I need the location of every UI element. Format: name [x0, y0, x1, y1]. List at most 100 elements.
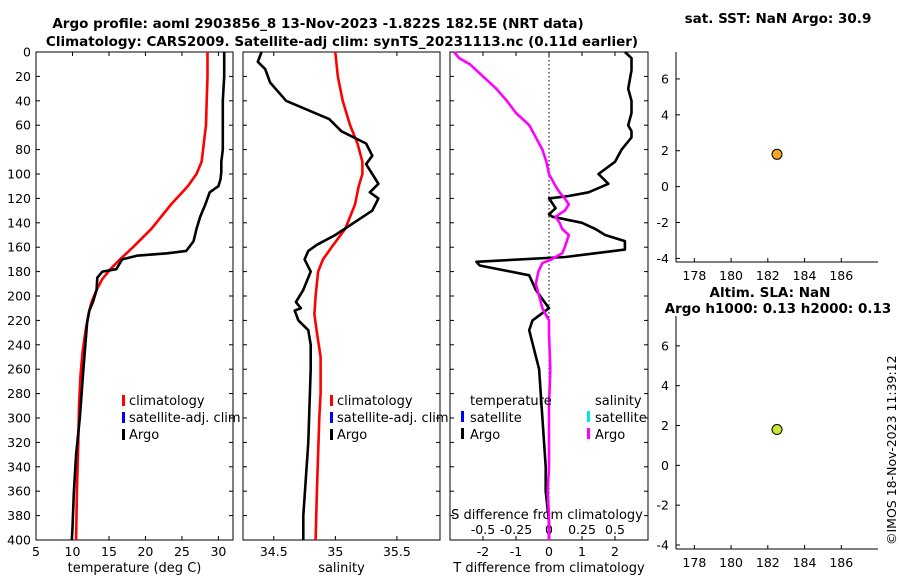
temperature-legend-item: satellite-adj. clim [129, 411, 241, 426]
altim_sla-ytick-label: 2 [661, 418, 669, 433]
sat_sst-point [771, 148, 783, 160]
temperature-legend-swatch [122, 412, 125, 423]
temperature-xtick-label: 15 [101, 544, 117, 559]
difference-xtick2-label: 0.5 [605, 522, 625, 537]
temperature-panel-frame [35, 51, 234, 541]
altim_sla-xtick-label: 180 [719, 555, 743, 570]
salinity-difference-line [453, 51, 571, 540]
legend-temp-argo-swatch [461, 428, 464, 439]
salinity-xtick-label: 35 [327, 544, 343, 559]
difference-xtick2-label: 0.25 [568, 522, 596, 537]
difference-xtick-label: 1 [578, 544, 586, 559]
altim_sla-ytick-label: -2 [657, 498, 669, 513]
sat-sst-title: sat. SST: NaN Argo: 30.9 [685, 11, 872, 27]
altim_sla-xtick-label: 186 [829, 555, 853, 570]
difference-xtick-label: 2 [611, 544, 619, 559]
sat_sst-xtick-label: 184 [793, 268, 817, 283]
legend-temp-argo: Argo [470, 428, 500, 443]
depth-tick-label: 400 [7, 533, 31, 548]
temperature-xtick-label: 25 [174, 544, 190, 559]
sat_sst-xtick-label: 178 [682, 268, 706, 283]
sat_sst-xtick-label: 180 [719, 268, 743, 283]
imos-timestamp: ©IMOS 18-Nov-2023 11:39:12 [884, 355, 899, 545]
difference-xtick-label: -1 [510, 544, 522, 559]
depth-tick-label: 320 [7, 435, 31, 450]
legend-sal-argo: Argo [595, 428, 625, 443]
sat_sst-ytick-label: 6 [661, 71, 669, 86]
depth-tick-label: 200 [7, 289, 31, 304]
legend-temp-satellite: satellite [470, 411, 522, 426]
depth-tick-label: 360 [7, 484, 31, 499]
temperature-legend-swatch [122, 395, 125, 406]
legend-sal-argo-swatch [587, 428, 590, 439]
salinity-legend-swatch [330, 395, 333, 406]
depth-tick-label: 160 [7, 240, 31, 255]
sat_sst-ytick-label: -2 [657, 215, 669, 230]
salinity-legend-swatch [330, 412, 333, 423]
sat_sst-ytick-label: 4 [661, 107, 669, 122]
salinity-argo-line [256, 51, 380, 540]
depth-tick-label: 260 [7, 362, 31, 377]
sat_sst-xtick-label: 186 [829, 268, 853, 283]
legend-temperature-title: temperature [470, 394, 552, 409]
depth-tick-label: 340 [7, 459, 31, 474]
salinity-xtick-label: 35.5 [383, 544, 411, 559]
salinity-climatology-line [313, 51, 364, 541]
legend-temp-satellite-swatch [461, 411, 464, 422]
sat_sst-xtick-label: 182 [756, 268, 780, 283]
legend-salinity-title: salinity [595, 394, 642, 409]
difference-xlabel: T difference from climatology [452, 561, 645, 576]
depth-tick-label: 40 [15, 93, 31, 108]
altim_sla-xtick-label: 182 [756, 555, 780, 570]
depth-tick-label: 80 [15, 142, 31, 157]
figure-title-line1: Argo profile: aoml 2903856_8 13-Nov-2023… [52, 16, 583, 32]
salinity-legend-swatch [330, 429, 333, 440]
altim_sla-ytick-label: 0 [661, 458, 669, 473]
temperature-legend-item: climatology [129, 394, 205, 409]
difference-xtick-label: -2 [477, 544, 489, 559]
difference-xtick-label: 0 [545, 544, 553, 559]
salinity-xlabel: salinity [318, 561, 365, 576]
depth-tick-label: 220 [7, 313, 31, 328]
temperature-xtick-label: 30 [210, 544, 226, 559]
temperature-legend-swatch [122, 429, 125, 440]
temperature-argo-line [70, 52, 226, 541]
sat_sst-ytick-label: 2 [661, 143, 669, 158]
depth-tick-label: 100 [7, 167, 31, 182]
altim_sla-xtick-label: 178 [682, 555, 706, 570]
temperature-legend-item: Argo [129, 428, 159, 443]
temperature-climatology-line [74, 52, 209, 541]
difference-xtick2-label: -0.25 [500, 522, 532, 537]
depth-tick-label: 180 [7, 264, 31, 279]
depth-tick-label: 120 [7, 191, 31, 206]
salinity-legend-item: climatology [337, 394, 413, 409]
depth-tick-label: 280 [7, 386, 31, 401]
legend-sal-satellite-swatch [587, 411, 590, 422]
salinity-xtick-label: 34.5 [260, 544, 288, 559]
altim_sla-xtick-label: 184 [793, 555, 817, 570]
difference-xtick2-label: -0.5 [471, 522, 495, 537]
depth-tick-label: 380 [7, 508, 31, 523]
temperature-xtick-label: 10 [65, 544, 81, 559]
altim_sla-point [771, 424, 783, 436]
sat_sst-ytick-label: 0 [661, 179, 669, 194]
altim_sla-ytick-label: 6 [661, 338, 669, 353]
temperature-xlabel: temperature (deg C) [68, 561, 202, 576]
temperature-difference-line [475, 51, 633, 540]
altim-sla-title: Altim. SLA: NaN [710, 285, 831, 301]
altim_sla-ytick-label: 4 [661, 378, 669, 393]
temperature-xtick-label: 5 [32, 544, 40, 559]
depth-tick-label: 60 [15, 118, 31, 133]
sat_sst-ytick-label: -4 [657, 251, 670, 266]
depth-tick-label: 300 [7, 411, 31, 426]
legend-sal-satellite: satellite [595, 411, 647, 426]
salinity-legend-item: satellite-adj. clim [337, 411, 449, 426]
figure-title-line2: Climatology: CARS2009. Satellite-adj cli… [46, 34, 638, 50]
depth-tick-label: 20 [15, 69, 31, 84]
salinity-legend-item: Argo [337, 428, 367, 443]
altim-sla-subtitle: Argo h1000: 0.13 h2000: 0.13 [665, 301, 892, 317]
depth-tick-label: 0 [23, 45, 31, 60]
depth-tick-label: 140 [7, 215, 31, 230]
temperature-xtick-label: 20 [137, 544, 153, 559]
